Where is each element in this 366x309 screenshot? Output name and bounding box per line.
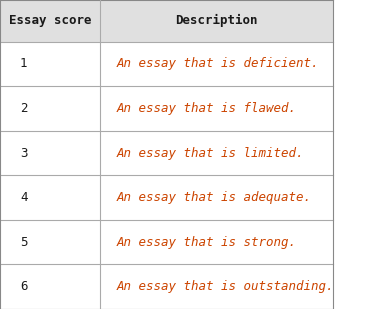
Text: 2: 2 [20,102,27,115]
Text: An essay that is strong.: An essay that is strong. [116,236,296,249]
Text: 4: 4 [20,191,27,204]
Text: Essay score: Essay score [9,14,91,28]
Bar [0,131,333,176]
Bar [0,265,333,309]
Text: An essay that is deficient.: An essay that is deficient. [116,57,319,70]
Bar [0,176,333,220]
Text: 3: 3 [20,146,27,159]
Bar [0,220,333,265]
Bar [0,0,333,42]
Bar [0,42,333,86]
Text: An essay that is outstanding.: An essay that is outstanding. [116,280,334,293]
Text: Description: Description [175,14,258,28]
Text: 6: 6 [20,280,27,293]
Text: An essay that is adequate.: An essay that is adequate. [116,191,311,204]
Bar [0,86,333,131]
Text: An essay that is flawed.: An essay that is flawed. [116,102,296,115]
Text: An essay that is limited.: An essay that is limited. [116,146,304,159]
Text: 1: 1 [20,57,27,70]
Text: 5: 5 [20,236,27,249]
